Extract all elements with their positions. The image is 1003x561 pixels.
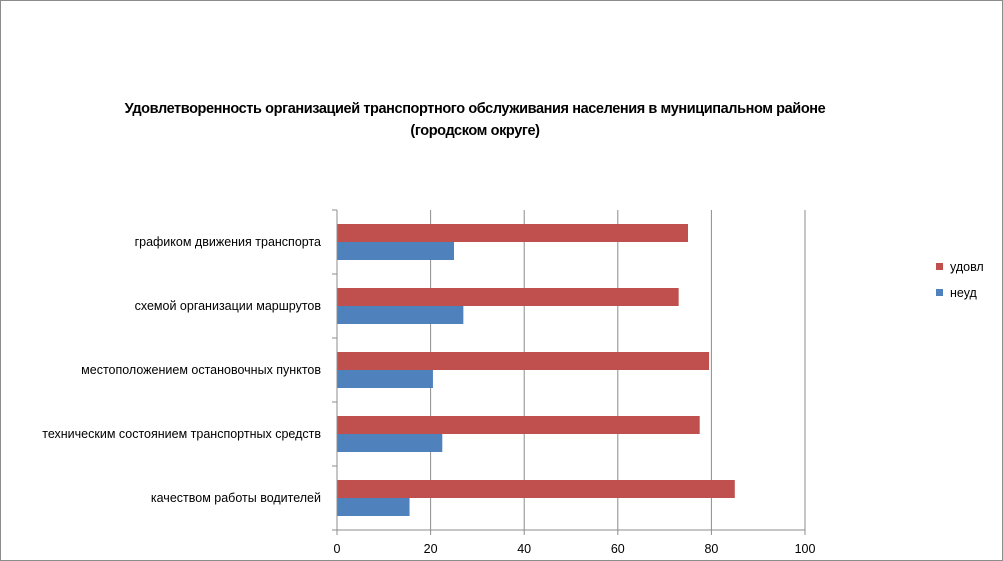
x-tick-label-80: 80 <box>704 542 718 556</box>
chart-title-line-2: (городском округе) <box>410 123 540 139</box>
chart-title-line-1: Удовлетворенность организацией транспорт… <box>124 101 826 117</box>
x-tick-label-40: 40 <box>517 542 531 556</box>
x-tick-label-60: 60 <box>611 542 625 556</box>
legend-label-udovl: удовл <box>950 260 984 274</box>
legend-swatch-udovl <box>936 263 943 270</box>
category-label-4: качеством работы водителей <box>151 491 321 505</box>
bar-udovl-1 <box>337 288 679 306</box>
bar-udovl-2 <box>337 352 710 370</box>
category-label-0: графиком движения транспорта <box>135 235 321 249</box>
category-label-1: схемой организации маршрутов <box>135 299 322 313</box>
x-tick-label-100: 100 <box>795 542 816 556</box>
bar-neud-0 <box>337 242 454 260</box>
legend-label-neud: неуд <box>950 286 978 300</box>
category-label-2: местоположением остановочных пунктов <box>81 363 321 377</box>
legend-swatch-neud <box>936 289 943 296</box>
bar-neud-3 <box>337 434 443 452</box>
bar-udovl-4 <box>337 480 735 498</box>
x-tick-label-0: 0 <box>334 542 341 556</box>
bar-neud-2 <box>337 370 433 388</box>
x-tick-label-20: 20 <box>424 542 438 556</box>
bar-udovl-3 <box>337 416 700 434</box>
category-label-3: техническим состоянием транспортных сред… <box>42 427 321 441</box>
bar-neud-1 <box>337 306 464 324</box>
bar-udovl-0 <box>337 224 688 242</box>
bar-neud-4 <box>337 498 410 516</box>
chart-title: Удовлетворенность организацией транспорт… <box>0 98 950 142</box>
